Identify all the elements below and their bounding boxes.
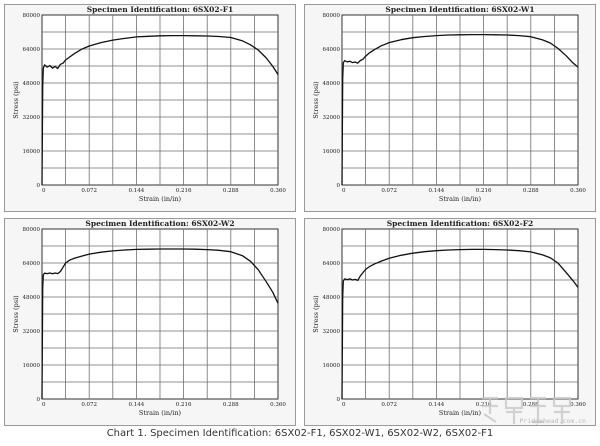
x-tick-label: 0.144 [129, 402, 145, 408]
x-axis-label: Strain (in/in) [439, 409, 482, 417]
chart-panel-f1: Specimen Identification: 6SX02-F1 0 0.072 0… [4, 4, 296, 212]
stress-strain-curve [41, 34, 279, 186]
x-tick-label: 0.360 [570, 402, 586, 408]
x-tick-label: 0 [42, 188, 46, 194]
stress-strain-chart: Specimen Identification: 6SX02-F1 0 0.072 0… [12, 5, 286, 203]
y-tick-label: 0 [37, 397, 41, 403]
chart-panel-w1: Specimen Identification: 6SX02-W1 0 0.072 0… [304, 4, 596, 212]
chart-title: Specimen Identification: 6SX02-F1 [87, 5, 233, 14]
x-tick-label: 0.072 [381, 188, 397, 194]
chart-panel-w2: Specimen Identification: 6SX02-W2 0 0.072 0… [4, 218, 296, 426]
y-tick-label: 48000 [23, 81, 41, 87]
x-tick-label: 0.288 [523, 188, 539, 194]
y-tick-label: 0 [337, 397, 341, 403]
x-tick-label: 0 [342, 188, 346, 194]
watermark-text: Pridgehead.com.cn [519, 417, 586, 425]
y-tick-label: 80000 [23, 13, 41, 19]
y-axis-label: Stress (psi) [12, 295, 20, 333]
x-axis-label: Strain (in/in) [439, 195, 482, 203]
x-tick-label: 0.288 [223, 402, 239, 408]
watermark-logo-graphic [482, 396, 572, 424]
y-tick-label: 32000 [23, 329, 41, 335]
figure-caption: Chart 1. Specimen Identification: 6SX02-… [106, 428, 494, 439]
stress-strain-curve [341, 33, 579, 186]
y-tick-label: 48000 [323, 81, 341, 87]
y-axis-label: Stress (psi) [312, 295, 320, 333]
y-tick-label: 0 [37, 183, 41, 189]
y-tick-label: 80000 [323, 13, 341, 19]
stress-strain-curve [341, 248, 579, 400]
x-tick-label: 0.144 [429, 188, 445, 194]
chart-title: Specimen Identification: 6SX02-W1 [385, 5, 534, 14]
x-tick-label: 0.216 [476, 188, 492, 194]
stress-strain-chart: Specimen Identification: 6SX02-W2 0 0.072 0… [12, 219, 286, 417]
stress-strain-chart: Specimen Identification: 6SX02-W1 0 0.072 0… [312, 5, 586, 203]
x-axis-label: Strain (in/in) [139, 409, 182, 417]
x-tick-label: 0.216 [176, 402, 192, 408]
x-tick-label: 0.072 [81, 188, 97, 194]
x-tick-label: 0 [42, 402, 46, 408]
x-tick-label: 0 [342, 402, 346, 408]
x-tick-label: 0.360 [270, 402, 286, 408]
y-tick-label: 80000 [23, 227, 41, 233]
y-tick-label: 64000 [23, 47, 41, 53]
y-tick-label: 16000 [323, 149, 341, 155]
y-axis-label: Stress (psi) [12, 81, 20, 119]
y-tick-label: 16000 [23, 149, 41, 155]
y-tick-label: 64000 [323, 261, 341, 267]
watermark-logo: Pridgehead.com.cn [476, 392, 586, 428]
chart-title: Specimen Identification: 6SX02-F2 [387, 219, 533, 228]
stress-strain-chart: Specimen Identification: 6SX02-F2 0 0.072 0… [312, 219, 586, 417]
x-tick-label: 0.360 [570, 188, 586, 194]
y-tick-label: 0 [337, 183, 341, 189]
y-tick-label: 16000 [323, 363, 341, 369]
x-tick-label: 0.360 [270, 188, 286, 194]
x-axis-label: Strain (in/in) [139, 195, 182, 203]
x-tick-label: 0.072 [81, 402, 97, 408]
chart-panel-f2: Specimen Identification: 6SX02-F2 0 0.072 0… [304, 218, 596, 426]
y-tick-label: 48000 [323, 295, 341, 301]
chart-title: Specimen Identification: 6SX02-W2 [85, 219, 234, 228]
y-tick-label: 32000 [323, 115, 341, 121]
y-tick-label: 48000 [23, 295, 41, 301]
y-tick-label: 32000 [23, 115, 41, 121]
y-axis-label: Stress (psi) [312, 81, 320, 119]
y-tick-label: 64000 [23, 261, 41, 267]
x-tick-label: 0.144 [129, 188, 145, 194]
x-tick-label: 0.072 [381, 402, 397, 408]
y-tick-label: 16000 [23, 363, 41, 369]
x-tick-label: 0.288 [223, 188, 239, 194]
y-tick-label: 32000 [323, 329, 341, 335]
y-tick-label: 64000 [323, 47, 341, 53]
y-tick-label: 80000 [323, 227, 341, 233]
x-tick-label: 0.144 [429, 402, 445, 408]
x-tick-label: 0.216 [176, 188, 192, 194]
stress-strain-curve [41, 248, 279, 400]
